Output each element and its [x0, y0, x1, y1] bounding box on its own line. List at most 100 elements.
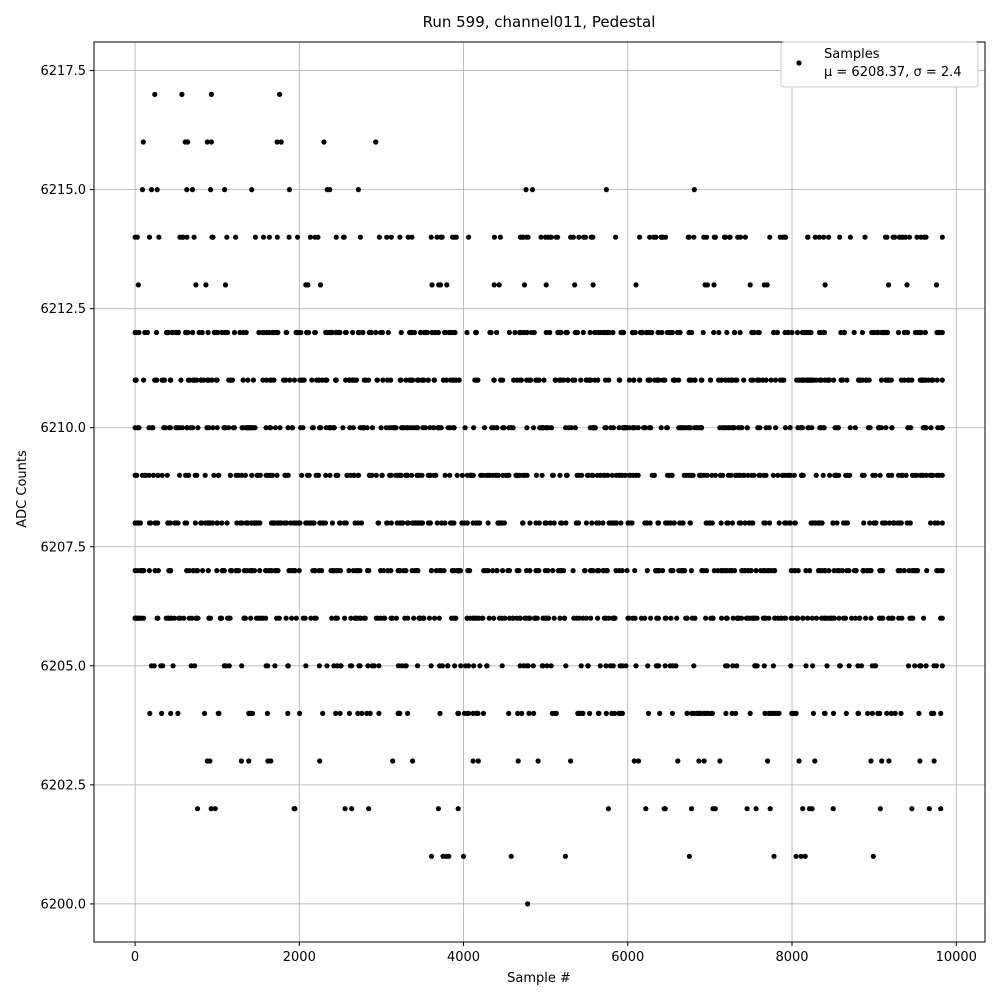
sample-point	[789, 710, 795, 717]
sample-point	[837, 234, 843, 240]
sample-point	[170, 663, 176, 669]
sample-point	[563, 663, 569, 669]
sample-point	[718, 568, 725, 574]
sample-point	[490, 472, 496, 478]
sample-point	[905, 425, 911, 431]
sample-point	[746, 520, 752, 526]
sample-point	[609, 472, 615, 478]
sample-point	[327, 187, 333, 193]
sample-point	[676, 329, 682, 336]
sample-point	[415, 425, 421, 431]
sample-point	[446, 853, 452, 859]
sample-point	[510, 425, 516, 431]
sample-point	[630, 329, 636, 336]
sample-point	[298, 425, 304, 431]
sample-point	[192, 520, 198, 526]
sample-point	[500, 377, 506, 383]
sample-point	[822, 568, 828, 574]
sample-point	[304, 520, 310, 526]
sample-point	[876, 425, 882, 431]
sample-point	[601, 472, 607, 478]
sample-point	[647, 234, 653, 240]
sample-point	[772, 377, 779, 383]
sample-point	[633, 663, 639, 669]
sample-point	[686, 234, 692, 240]
sample-point	[409, 472, 415, 478]
sample-point	[744, 425, 750, 431]
sample-point	[938, 806, 944, 812]
sample-point	[539, 472, 545, 478]
sample-point	[902, 234, 909, 240]
sample-point	[782, 425, 789, 431]
sample-point	[333, 377, 339, 383]
sample-point	[733, 710, 739, 717]
sample-point	[480, 710, 486, 717]
sample-point	[291, 520, 297, 526]
sample-point	[473, 520, 479, 526]
sample-point	[484, 663, 490, 669]
sample-point	[909, 806, 915, 812]
sample-point	[617, 663, 623, 669]
sample-point	[784, 472, 791, 478]
sample-point	[688, 472, 694, 478]
sample-point	[547, 234, 553, 240]
sample-point	[327, 425, 334, 431]
sample-point	[397, 234, 403, 240]
sample-point	[478, 472, 484, 478]
sample-point	[609, 710, 615, 717]
sample-point	[183, 472, 189, 478]
sample-point	[689, 329, 695, 336]
sample-point	[410, 425, 417, 431]
sample-point	[405, 425, 411, 431]
sample-point	[316, 377, 322, 383]
sample-point	[285, 663, 291, 669]
sample-point	[939, 472, 945, 478]
sample-point	[771, 329, 777, 336]
sample-point	[689, 377, 695, 383]
sample-point	[304, 472, 311, 478]
sample-point	[807, 377, 814, 383]
sample-point	[455, 710, 461, 717]
sample-point	[146, 472, 152, 478]
sample-point	[722, 234, 729, 240]
sample-point	[164, 329, 170, 336]
sample-point	[817, 377, 823, 383]
sample-point	[506, 329, 512, 336]
sample-point	[152, 91, 158, 97]
sample-point	[347, 425, 353, 431]
sample-point	[635, 758, 642, 764]
sample-point	[303, 663, 309, 669]
sample-point	[272, 663, 278, 669]
sample-point	[132, 377, 138, 383]
sample-point	[337, 520, 343, 526]
sample-point	[755, 329, 761, 336]
sample-point	[524, 425, 530, 431]
sample-point	[322, 520, 328, 526]
sample-point	[883, 520, 889, 526]
sample-point	[939, 615, 945, 621]
sample-point	[425, 520, 431, 526]
sample-point	[521, 663, 527, 669]
sample-point	[859, 472, 866, 478]
sample-point	[221, 425, 227, 431]
sample-point	[847, 472, 853, 478]
sample-point	[767, 234, 773, 240]
sample-point	[314, 472, 320, 478]
y-tick-label: 6207.5	[41, 540, 87, 555]
sample-point	[384, 377, 391, 383]
sample-point	[227, 472, 233, 478]
sample-point	[148, 520, 154, 526]
sample-point	[812, 520, 818, 526]
sample-point	[284, 329, 290, 336]
sample-point	[155, 472, 161, 478]
y-axis: 6200.0 6202.5 6205.0 6207.5 6210.0 6212.5 6215…	[41, 64, 94, 912]
sample-point	[662, 377, 668, 383]
sample-point	[557, 568, 564, 574]
sample-point	[741, 472, 747, 478]
sample-point	[606, 615, 612, 621]
sample-point	[208, 139, 214, 145]
sample-point	[251, 568, 258, 574]
sample-point	[184, 425, 190, 431]
sample-point	[816, 234, 822, 240]
sample-point	[489, 425, 495, 431]
